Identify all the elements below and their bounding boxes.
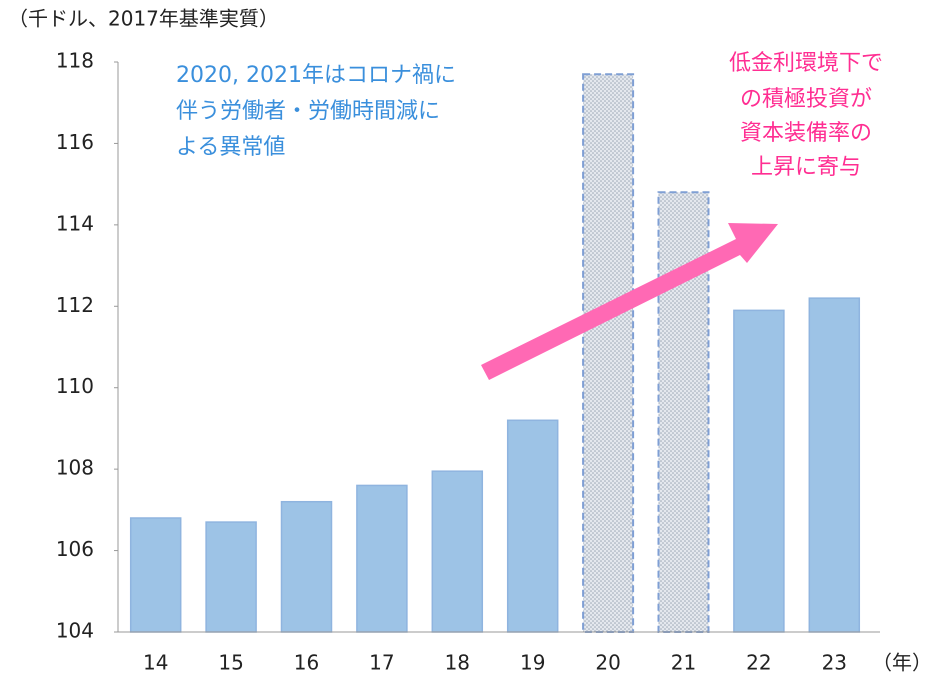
y-tick-label: 106 bbox=[56, 537, 94, 561]
bar bbox=[205, 521, 257, 633]
x-tick-label: 21 bbox=[671, 651, 696, 675]
annotation-blue: 2020, 2021年はコロナ禍に 伴う労働者・労働時間減に よる異常値 bbox=[176, 63, 456, 160]
y-tick-label: 116 bbox=[56, 130, 94, 154]
bar bbox=[506, 419, 559, 633]
annotation-line: 2020, 2021年はコロナ禍に bbox=[176, 63, 456, 88]
annotation-line: 資本装備率の bbox=[740, 121, 872, 146]
x-tick-label: 17 bbox=[369, 651, 394, 675]
x-tick-label: 20 bbox=[595, 651, 620, 675]
bar bbox=[280, 500, 333, 633]
bar bbox=[356, 484, 408, 633]
x-tick-label: 16 bbox=[294, 651, 319, 675]
bar bbox=[733, 309, 785, 633]
x-tick-label: 19 bbox=[520, 651, 545, 675]
annotation-line: よる異常値 bbox=[176, 135, 285, 160]
x-tick-label: 23 bbox=[822, 651, 847, 675]
annotation-line: 伴う労働者・労働時間減に bbox=[176, 99, 440, 124]
y-tick-label: 118 bbox=[56, 49, 94, 73]
y-axis-label: （千ドル、2017年基準実質） bbox=[8, 7, 279, 31]
y-tick-label: 110 bbox=[56, 374, 94, 398]
x-tick-label: 14 bbox=[143, 651, 168, 675]
bars bbox=[129, 73, 861, 634]
bar bbox=[129, 517, 182, 633]
annotation-line: 上昇に寄与 bbox=[751, 155, 861, 180]
y-tick-label: 112 bbox=[56, 293, 94, 317]
bar bbox=[808, 297, 861, 633]
bar bbox=[431, 470, 484, 633]
trend-arrow bbox=[481, 223, 778, 380]
x-axis-label: （年） bbox=[872, 651, 928, 675]
bar bbox=[582, 73, 635, 633]
x-tick-label: 18 bbox=[445, 651, 470, 675]
x-tick-label: 15 bbox=[218, 651, 243, 675]
y-tick-label: 108 bbox=[56, 456, 94, 480]
x-tick-label: 22 bbox=[746, 651, 771, 675]
y-tick-label: 114 bbox=[56, 211, 94, 235]
annotation-line: 低金利環境下で bbox=[729, 51, 883, 76]
annotation-pink: 低金利環境下で の積極投資が 資本装備率の 上昇に寄与 bbox=[729, 51, 883, 180]
y-tick-label: 104 bbox=[56, 619, 94, 643]
annotation-line: の積極投資が bbox=[740, 87, 872, 112]
